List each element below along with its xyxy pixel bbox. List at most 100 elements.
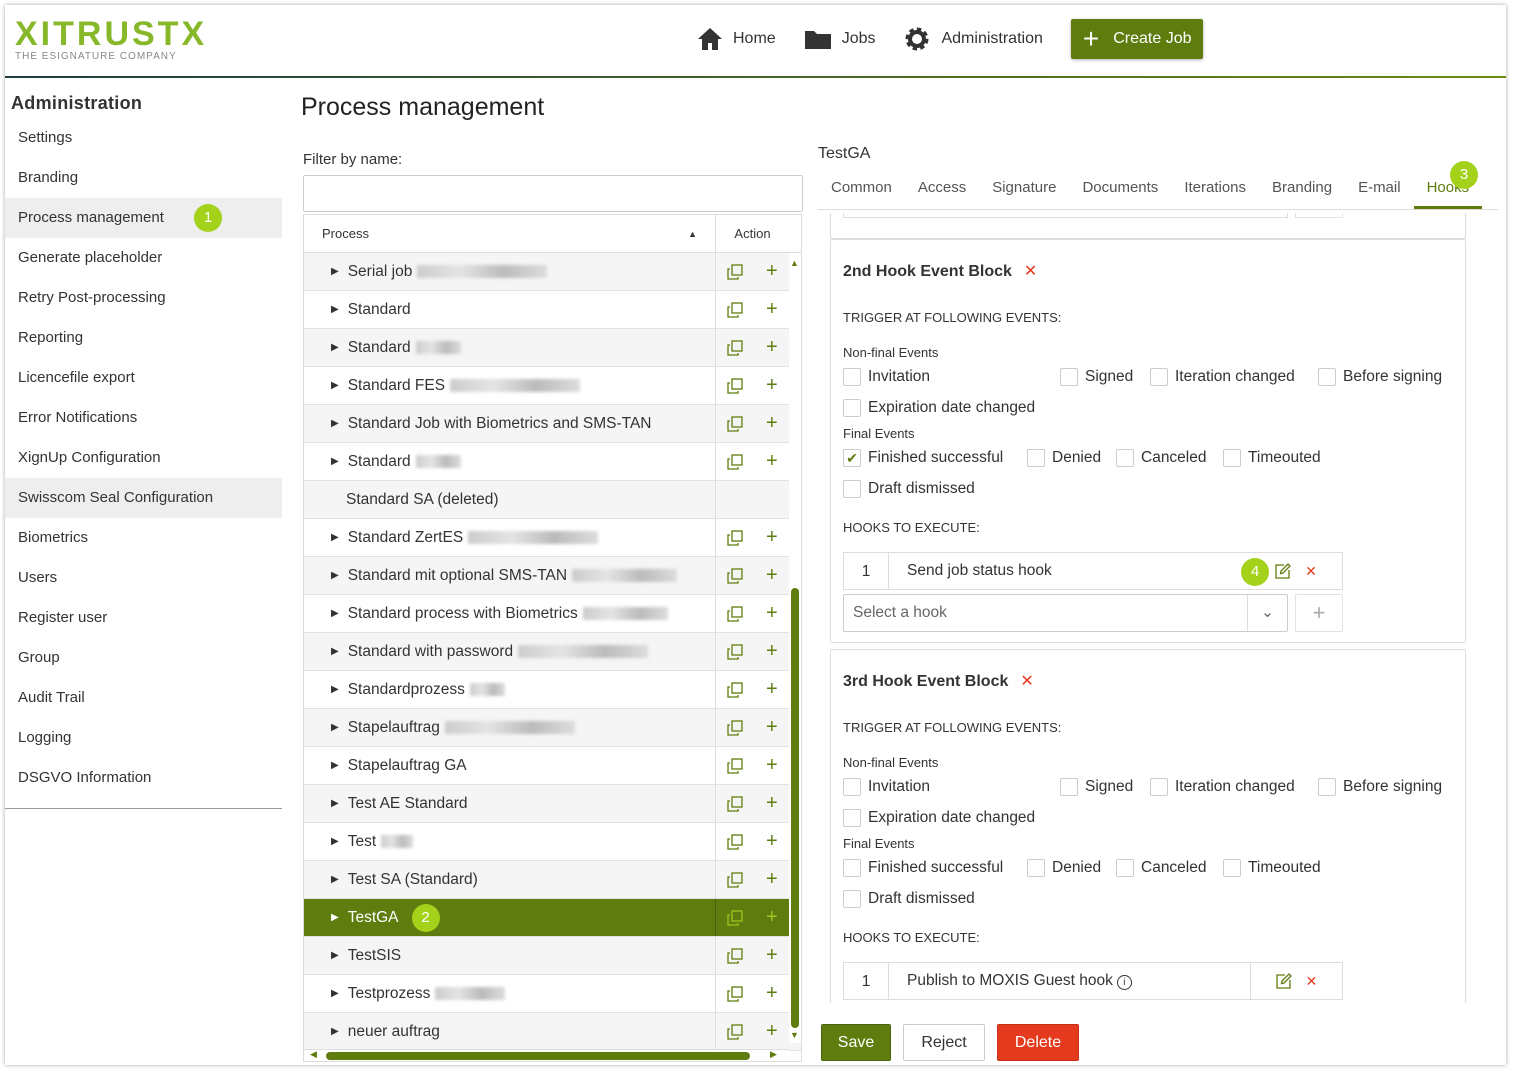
remove-block-icon[interactable]: ✕	[1020, 673, 1034, 690]
scroll-right-icon[interactable]: ▶	[770, 1049, 777, 1059]
table-row[interactable]: ▶ Standard +	[304, 443, 801, 481]
plus-icon[interactable]: +	[765, 830, 778, 852]
copy-icon[interactable]	[727, 719, 743, 736]
checkbox-finished[interactable]: Finished successful	[843, 859, 1003, 877]
table-row[interactable]: ▶ Test +	[304, 823, 801, 861]
copy-icon[interactable]	[727, 567, 743, 584]
copy-icon[interactable]	[727, 377, 743, 394]
checkbox-invitation[interactable]: Invitation	[843, 778, 930, 796]
nav-administration[interactable]: Administration	[903, 25, 1043, 53]
checkmark-icon[interactable]: ✔	[843, 449, 861, 467]
sidebar-item-settings[interactable]: Settings	[5, 118, 282, 158]
plus-icon[interactable]: +	[765, 298, 778, 320]
checkbox-box[interactable]	[843, 859, 861, 877]
tab-documents[interactable]: Documents	[1082, 179, 1159, 196]
checkbox-box[interactable]	[1150, 368, 1168, 386]
copy-icon[interactable]	[727, 529, 743, 546]
sidebar-item-error-notifications[interactable]: Error Notifications	[5, 398, 282, 438]
expand-caret-icon[interactable]: ▶	[331, 684, 339, 695]
vertical-scroll-thumb[interactable]	[791, 588, 799, 1028]
chevron-down-icon[interactable]: ⌄	[1247, 595, 1287, 631]
plus-icon[interactable]: +	[765, 678, 778, 700]
checkbox-denied[interactable]: Denied	[1027, 859, 1101, 877]
copy-icon[interactable]	[727, 605, 743, 622]
table-row[interactable]: ▶ Standardprozess +	[304, 671, 801, 709]
vertical-scrollbar[interactable]: ▲ ▼	[789, 253, 801, 1043]
edit-icon[interactable]	[1275, 973, 1292, 989]
expand-caret-icon[interactable]: ▶	[331, 266, 339, 277]
expand-caret-icon[interactable]: ▶	[331, 1026, 339, 1037]
checkbox-box[interactable]	[1027, 859, 1045, 877]
copy-icon[interactable]	[727, 453, 743, 470]
copy-icon[interactable]	[727, 757, 743, 774]
checkbox-box[interactable]	[1060, 368, 1078, 386]
sidebar-item-branding[interactable]: Branding	[5, 158, 282, 198]
delete-button[interactable]: Delete	[997, 1024, 1079, 1061]
scroll-up-icon[interactable]: ▲	[790, 258, 799, 268]
scroll-down-icon[interactable]: ▼	[790, 1030, 799, 1040]
plus-icon[interactable]: +	[765, 450, 778, 472]
sidebar-item-logging[interactable]: Logging	[5, 718, 282, 758]
checkbox-draft[interactable]: Draft dismissed	[843, 890, 975, 908]
horizontal-scrollbar[interactable]: ◀ ▶	[304, 1049, 789, 1061]
copy-icon[interactable]	[727, 301, 743, 318]
expand-caret-icon[interactable]: ▶	[331, 836, 339, 847]
create-job-button[interactable]: + Create Job	[1070, 19, 1204, 59]
checkbox-box[interactable]	[843, 809, 861, 827]
checkbox-box[interactable]	[1027, 449, 1045, 467]
copy-icon[interactable]	[727, 795, 743, 812]
expand-caret-icon[interactable]: ▶	[331, 342, 339, 353]
plus-icon[interactable]: +	[765, 640, 778, 662]
horizontal-scroll-thumb[interactable]	[326, 1052, 750, 1060]
plus-icon[interactable]: +	[765, 412, 778, 434]
table-row[interactable]: ▶ Testprozess +	[304, 975, 801, 1013]
copy-icon[interactable]	[727, 833, 743, 850]
tab-access[interactable]: Access	[917, 179, 967, 196]
checkbox-box[interactable]	[843, 399, 861, 417]
copy-icon[interactable]	[727, 339, 743, 356]
table-row[interactable]: ▶ Stapelauftrag +	[304, 709, 801, 747]
remove-hook-icon[interactable]: ✕	[1305, 562, 1317, 579]
checkbox-expiration[interactable]: Expiration date changed	[843, 809, 1035, 827]
table-row[interactable]: ▶ Standard mit optional SMS-TAN +	[304, 557, 801, 595]
expand-caret-icon[interactable]: ▶	[331, 760, 339, 771]
expand-caret-icon[interactable]: ▶	[331, 988, 339, 999]
checkbox-draft[interactable]: Draft dismissed	[843, 480, 975, 498]
table-row[interactable]: ▶ Test SA (Standard) +	[304, 861, 801, 899]
edit-icon[interactable]	[1275, 563, 1292, 579]
checkbox-denied[interactable]: Denied	[1027, 449, 1101, 467]
tab-e-mail[interactable]: E-mail	[1358, 179, 1401, 196]
checkbox-invitation[interactable]: Invitation	[843, 368, 930, 386]
checkbox-iteration[interactable]: Iteration changed	[1150, 778, 1295, 796]
plus-icon[interactable]: +	[765, 526, 778, 548]
table-row[interactable]: Standard SA (deleted)	[304, 481, 801, 519]
expand-caret-icon[interactable]: ▶	[331, 418, 339, 429]
sidebar-item-xignup-configuration[interactable]: XignUp Configuration	[5, 438, 282, 478]
sidebar-item-reporting[interactable]: Reporting	[5, 318, 282, 358]
table-row[interactable]: ▶ Standard ZertES +	[304, 519, 801, 557]
table-row[interactable]: ▶ Serial job +	[304, 253, 801, 291]
sidebar-item-retry-post-processing[interactable]: Retry Post-processing	[5, 278, 282, 318]
filter-input[interactable]	[303, 175, 803, 212]
nav-jobs[interactable]: Jobs	[804, 28, 875, 50]
sidebar-item-biometrics[interactable]: Biometrics	[5, 518, 282, 558]
previous-add-button[interactable]	[1295, 213, 1343, 218]
plus-icon[interactable]: +	[765, 602, 778, 624]
copy-icon[interactable]	[727, 681, 743, 698]
expand-caret-icon[interactable]: ▶	[331, 722, 339, 733]
sidebar-item-swisscom-seal-configuration[interactable]: Swisscom Seal Configuration	[5, 478, 282, 518]
table-row[interactable]: ▶ Standard FES +	[304, 367, 801, 405]
plus-icon[interactable]: +	[765, 982, 778, 1004]
sidebar-item-register-user[interactable]: Register user	[5, 598, 282, 638]
checkbox-box[interactable]	[1116, 859, 1134, 877]
tab-branding[interactable]: Branding	[1272, 179, 1333, 196]
copy-icon[interactable]	[727, 643, 743, 660]
checkbox-box[interactable]	[843, 480, 861, 498]
expand-caret-icon[interactable]: ▶	[331, 456, 339, 467]
checkbox-box[interactable]	[1318, 778, 1336, 796]
remove-block-icon[interactable]: ✕	[1023, 263, 1038, 280]
table-row[interactable]: ▶ Standard +	[304, 291, 801, 329]
table-row[interactable]: ▶ Test AE Standard +	[304, 785, 801, 823]
checkbox-expiration[interactable]: Expiration date changed	[843, 399, 1035, 417]
tab-iterations[interactable]: Iterations	[1184, 179, 1247, 196]
